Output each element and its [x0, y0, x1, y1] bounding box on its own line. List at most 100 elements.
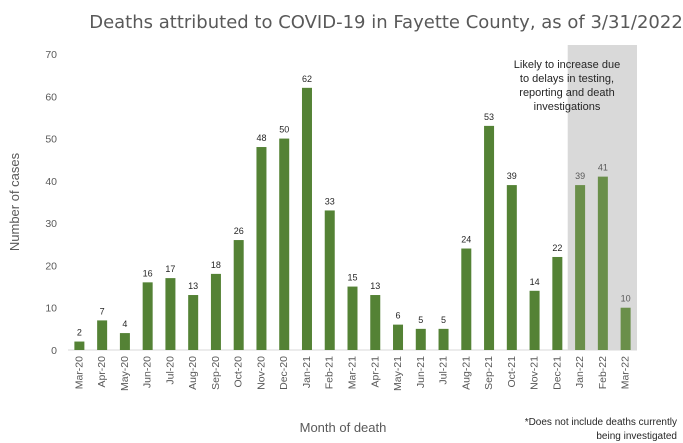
- note-line: investigations: [534, 101, 601, 113]
- x-tick-label: Nov-21: [529, 356, 541, 390]
- note-line: to delays in testing,: [520, 73, 614, 85]
- data-label: 22: [552, 243, 562, 253]
- data-label: 26: [234, 226, 244, 236]
- bar-jan-22: [575, 185, 586, 350]
- data-label: 14: [530, 277, 540, 287]
- bar-feb-21: [324, 210, 335, 350]
- bar-dec-21: [552, 256, 563, 350]
- bar-jun-21: [415, 328, 426, 350]
- note-line: reporting and death: [519, 87, 614, 99]
- bar-jul-21: [438, 328, 449, 350]
- note-line: Likely to increase due: [514, 59, 620, 71]
- data-label: 53: [484, 112, 494, 122]
- x-tick-label: Dec-21: [551, 356, 563, 390]
- x-tick-label: Jul-21: [438, 356, 450, 385]
- bar-oct-21: [506, 185, 517, 350]
- x-tick-label: Mar-21: [347, 356, 359, 389]
- x-tick-label: May-20: [119, 356, 131, 391]
- bar-feb-22: [597, 176, 608, 350]
- bar-apr-20: [97, 320, 108, 350]
- bar-sep-20: [210, 273, 221, 350]
- bar-mar-21: [347, 286, 358, 350]
- footnote-line: *Does not include deaths currently: [525, 417, 677, 428]
- data-label: 48: [256, 133, 266, 143]
- bar-mar-20: [74, 341, 85, 350]
- bar-sep-21: [484, 125, 495, 350]
- x-tick-label: Jan-22: [574, 356, 586, 388]
- x-tick-label: Mar-22: [620, 356, 632, 389]
- x-tick-label: Aug-20: [187, 356, 199, 390]
- x-tick-label: Sep-21: [483, 356, 495, 390]
- bar-may-21: [393, 324, 404, 350]
- x-tick-label: Mar-20: [73, 356, 85, 389]
- x-tick-label: Dec-20: [278, 356, 290, 390]
- footnote-line: being investigated: [596, 431, 677, 442]
- chart-title: Deaths attributed to COVID-19 in Fayette…: [89, 12, 683, 33]
- x-axis-ticks: Mar-20 Apr-20 May-20 Jun-20 Jul-20 Aug-20 Sep-…: [73, 356, 631, 391]
- y-tick-label: 70: [45, 49, 57, 61]
- x-tick-label: Apr-20: [96, 356, 108, 388]
- data-labels: 2 7 4 16 17 13 18 26 48 50 62 33 15 13 6 5 5 24 53 39 14 22 39…: [77, 74, 631, 338]
- x-axis-label: Month of death: [300, 420, 387, 435]
- x-tick-label: Oct-21: [506, 356, 518, 388]
- x-tick-label: Jan-21: [301, 356, 313, 388]
- data-label: 4: [122, 319, 127, 329]
- bar-aug-20: [188, 295, 199, 350]
- data-label: 13: [188, 281, 198, 291]
- data-label: 10: [621, 294, 631, 304]
- bar-oct-20: [233, 240, 244, 350]
- x-tick-label: Feb-21: [324, 356, 336, 389]
- bar-nov-21: [529, 290, 540, 350]
- footnote: *Does not include deaths currently being…: [525, 417, 677, 442]
- data-label: 39: [507, 171, 517, 181]
- data-label: 17: [165, 264, 175, 274]
- data-label: 33: [325, 196, 335, 206]
- bar-dec-20: [279, 138, 290, 350]
- y-tick-label: 0: [51, 345, 57, 357]
- data-label: 62: [302, 74, 312, 84]
- data-label: 5: [441, 315, 446, 325]
- data-label: 7: [100, 306, 105, 316]
- data-label: 5: [418, 315, 423, 325]
- x-tick-label: Jul-20: [164, 356, 176, 385]
- x-tick-label: Feb-22: [597, 356, 609, 389]
- data-label: 13: [370, 281, 380, 291]
- x-tick-label: Aug-21: [460, 356, 472, 390]
- bar-mar-22: [620, 307, 631, 350]
- bar-may-20: [119, 333, 130, 350]
- y-tick-label: 10: [45, 303, 57, 315]
- data-label: 15: [347, 273, 357, 283]
- data-label: 24: [461, 235, 471, 245]
- bar-apr-21: [370, 295, 381, 350]
- bar-jul-20: [165, 278, 176, 350]
- y-axis-label: Number of cases: [7, 152, 22, 251]
- x-tick-label: Oct-20: [233, 356, 245, 388]
- x-tick-label: Jun-21: [415, 356, 427, 388]
- x-tick-label: Apr-21: [369, 356, 381, 388]
- x-tick-label: Nov-20: [255, 356, 267, 390]
- bar-jan-21: [301, 87, 312, 350]
- y-axis-ticks: 0 10 20 30 40 50 60 70: [45, 49, 57, 357]
- data-label: 41: [598, 163, 608, 173]
- shaded-region-note: Likely to increase due to delays in test…: [514, 59, 620, 113]
- data-label: 39: [575, 171, 585, 181]
- x-tick-label: Sep-20: [210, 356, 222, 390]
- bar-nov-20: [256, 147, 267, 350]
- data-label: 2: [77, 328, 82, 338]
- y-tick-label: 20: [45, 260, 57, 272]
- y-tick-label: 60: [45, 91, 57, 103]
- x-tick-label: May-21: [392, 356, 404, 391]
- data-label: 16: [143, 268, 153, 278]
- data-label: 50: [279, 125, 289, 135]
- data-label: 6: [396, 311, 401, 321]
- data-label: 18: [211, 260, 221, 270]
- bar-aug-21: [461, 248, 472, 350]
- bar-jun-20: [142, 282, 153, 350]
- y-tick-label: 30: [45, 218, 57, 230]
- x-tick-label: Jun-20: [142, 356, 154, 388]
- bars: [74, 87, 631, 350]
- y-tick-label: 50: [45, 134, 57, 146]
- y-tick-label: 40: [45, 176, 57, 188]
